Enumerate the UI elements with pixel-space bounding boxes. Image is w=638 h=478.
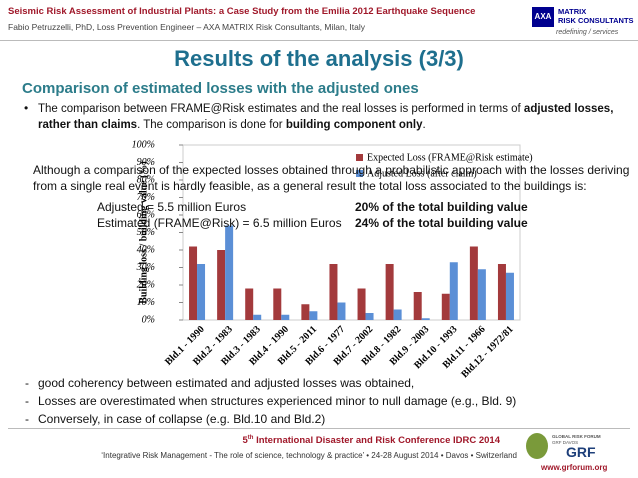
conference: International Disaster and Risk Conferen… (253, 435, 500, 447)
conclusion: good coherency between estimated and adj… (38, 376, 415, 390)
logo-name1: MATRIX (558, 7, 587, 16)
legend-swatch (356, 154, 363, 161)
dash: - (25, 376, 29, 390)
bar (505, 272, 514, 320)
bar (253, 314, 262, 320)
bar (337, 302, 346, 320)
bar (357, 288, 366, 320)
y-tick-label: 70% (137, 192, 155, 203)
logo-brand: AXA (532, 7, 554, 27)
x-tick-label: Bld.12 - 1972/81 (459, 324, 515, 380)
bar (449, 262, 458, 320)
bar (245, 288, 254, 320)
grf-emblem (526, 433, 548, 459)
bar (365, 313, 374, 320)
overlay-paragraph: Although a comparison of the expected lo… (33, 163, 630, 193)
bar (477, 269, 486, 320)
y-tick-label: 0% (142, 314, 155, 325)
y-tick-label: 30% (136, 262, 155, 273)
conclusion: Conversely, in case of collapse (e.g. Bl… (38, 412, 326, 426)
header-line1: Seismic Risk Assessment of Industrial Pl… (8, 6, 476, 17)
y-tick-label: 50% (137, 227, 155, 238)
legend-swatch (356, 170, 363, 177)
bar (189, 246, 198, 320)
overlay-left: Estimated (FRAME@Risk) = 6.5 million Eur… (97, 216, 342, 230)
y-tick-label: 90% (137, 157, 155, 168)
intro-bold: adjusted losses, rather than claims (38, 103, 614, 131)
ordinal-suffix: th (247, 435, 254, 441)
logo-tagline: redefining / services (556, 29, 619, 36)
intro: The comparison between FRAME@Risk estima… (38, 101, 618, 133)
overlay-right: 24% of the total building value (355, 216, 528, 230)
bar (469, 246, 478, 320)
footer-url: www.grforum.org (541, 463, 608, 472)
header-rule (0, 40, 638, 41)
slide-title: Results of the analysis (3/3) (174, 46, 464, 71)
bar (225, 225, 234, 320)
footer-line2: ‘Integrative Risk Management - The role … (101, 451, 517, 460)
bar (441, 293, 450, 320)
y-tick-label: 20% (137, 279, 155, 290)
ordinal: 5 (242, 435, 248, 447)
dash: - (25, 394, 29, 408)
legend-label: Adjusted Loss (after claim) (367, 168, 477, 179)
header-line2: Fabio Petruzzelli, PhD, Loss Prevention … (8, 22, 365, 32)
bar (217, 250, 226, 320)
bar (281, 314, 290, 320)
bar (197, 264, 206, 320)
y-tick-label: 80% (137, 174, 155, 185)
subtitle: Comparison of estimated losses with the … (22, 80, 419, 97)
bar (329, 264, 338, 320)
y-tick-label: 10% (137, 297, 155, 308)
bullet: • (24, 101, 29, 115)
grf-logo: GRF (566, 444, 596, 460)
overlay-left: Adjusted = 5.5 million Euros (97, 200, 247, 214)
y-axis-title: Building loss / building value (%) (138, 161, 149, 304)
bar (273, 288, 282, 320)
y-tick-label: 60% (137, 209, 155, 220)
grf-text: GLOBAL RISK FORUM (552, 434, 601, 439)
y-tick-label: 40% (137, 244, 155, 255)
footer-conference: 5th International Disaster and Risk Conf… (0, 435, 500, 446)
bar (421, 318, 430, 320)
overlay-right: 20% of the total building value (355, 200, 528, 214)
intro-text: The comparison between FRAME@Risk estima… (38, 103, 524, 115)
footer-rule (8, 428, 630, 429)
conclusion: Losses are overestimated when structures… (38, 394, 517, 408)
legend-label: Expected Loss (FRAME@Risk estimate) (367, 152, 533, 163)
dash: - (25, 412, 29, 426)
bar (413, 292, 422, 320)
bar (309, 311, 318, 320)
intro-bold: building component only (285, 119, 423, 131)
bar (393, 309, 402, 320)
grf-text: GRF DAVOS (552, 440, 579, 445)
y-tick-label: 100% (132, 139, 155, 150)
intro-text: . The comparison is done for (137, 119, 286, 131)
intro-text: . (422, 119, 426, 131)
bar (385, 264, 394, 320)
bar (301, 304, 310, 320)
logo-name2: RISK CONSULTANTS (558, 16, 634, 25)
bar (497, 264, 506, 320)
